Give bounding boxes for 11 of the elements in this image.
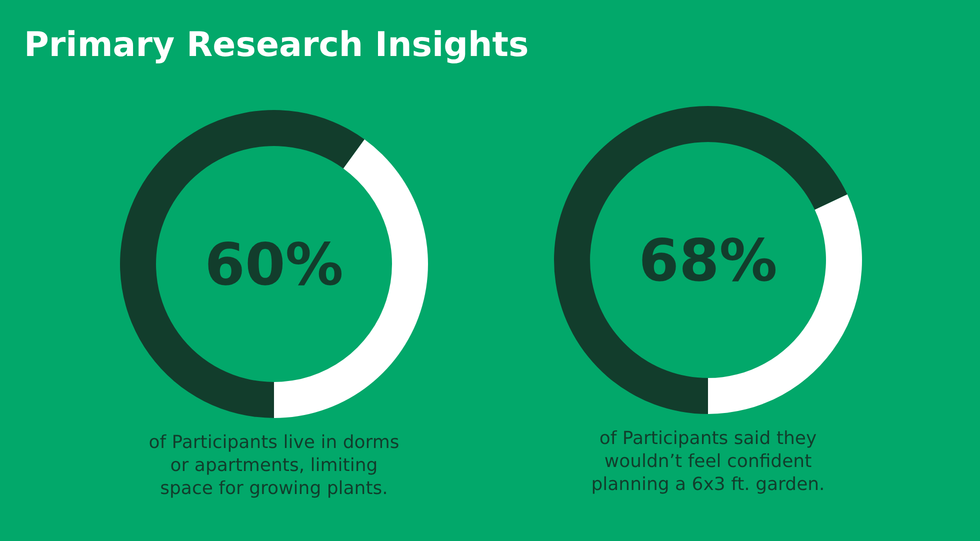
text: planning a 6x3 ft. garden. bbox=[591, 474, 825, 495]
chart-title: Primary Research Insights bbox=[24, 25, 529, 65]
text: of Participants live in dorms bbox=[148, 432, 400, 453]
data-label: 68% bbox=[638, 226, 778, 294]
text: wouldn’t feel confident bbox=[604, 451, 812, 472]
donut-slice bbox=[120, 110, 365, 418]
data-label: 60% bbox=[204, 230, 344, 298]
text: of Participants said they bbox=[599, 428, 817, 449]
donut-slice bbox=[554, 106, 848, 414]
text: or apartments, limiting bbox=[170, 455, 378, 476]
text: space for growing plants. bbox=[160, 478, 388, 499]
